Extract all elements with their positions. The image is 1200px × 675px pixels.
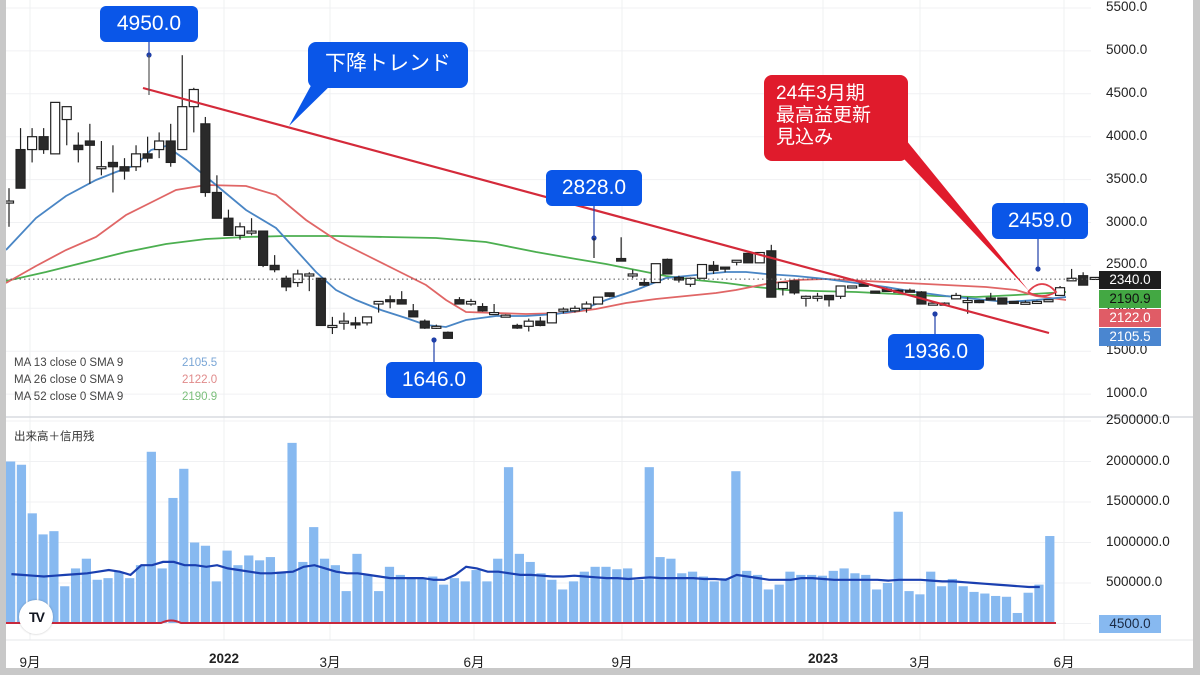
time-tick-label: 6月 [1053, 655, 1075, 668]
legend-ma52[interactable]: MA 52 close 0 SMA 9 2190.9 [14, 389, 217, 406]
moving-average-lines [6, 145, 1067, 328]
time-tick-label: 9月 [611, 655, 633, 668]
callout-2828[interactable]: 2828.0 [546, 170, 642, 206]
price-tick-label: 5500.0 [1106, 0, 1148, 14]
volume-pane-title: 出来高＋信用残 [14, 431, 95, 443]
forecast-line-3: 見込み [776, 127, 834, 148]
ma52-price-tag: 2190.9 [1099, 290, 1161, 308]
legend-ma26[interactable]: MA 26 close 0 SMA 9 2122.0 [14, 372, 217, 389]
price-tick-label: 4500.0 [1106, 84, 1148, 100]
legend-ma26-label: MA 26 close 0 SMA 9 [14, 374, 124, 386]
volume-tick-label: 2000000.0 [1106, 452, 1170, 468]
ma26-price-tag: 2122.0 [1099, 309, 1161, 327]
legend-ma52-value: 2190.9 [182, 391, 218, 403]
chart-canvas[interactable] [6, 0, 1193, 668]
price-tick-label: 4000.0 [1106, 127, 1148, 143]
ma-legend: MA 13 close 0 SMA 9 2105.5 MA 26 close 0… [14, 355, 217, 406]
price-tick-label: 2500.0 [1106, 256, 1148, 272]
volume-tick-label: 2500000.0 [1106, 412, 1170, 427]
forecast-line-2: 最高益更新 [776, 105, 872, 126]
volume-tick-label: 500000.0 [1106, 574, 1163, 589]
time-tick-label: 6月 [463, 655, 485, 668]
time-tick-label: 2023 [807, 651, 839, 666]
chart-frame: 5500.0 5000.0 4500.0 4000.0 3500.0 3000.0 2500… [6, 0, 1193, 668]
callout-high-4950[interactable]: 4950.0 [100, 6, 198, 42]
legend-ma13-label: MA 13 close 0 SMA 9 [14, 357, 124, 369]
legend-ma13-value: 2105.5 [182, 357, 218, 369]
volume-tick-label: 1000000.0 [1106, 533, 1170, 549]
callout-downtrend[interactable]: 下降トレンド [308, 42, 468, 88]
margin-balance-tag: 4500.0 [1099, 615, 1161, 633]
time-tick-label: 3月 [319, 655, 341, 668]
price-tick-label: 5000.0 [1106, 41, 1148, 57]
callout-1936[interactable]: 1936.0 [888, 334, 984, 370]
legend-ma26-value: 2122.0 [182, 374, 218, 386]
price-tick-label: 3500.0 [1106, 170, 1148, 186]
callout-2459[interactable]: 2459.0 [992, 203, 1088, 239]
ma13-price-tag: 2105.5 [1099, 328, 1161, 346]
last-price-tag: 2340.0 [1099, 271, 1161, 289]
candlesticks [6, 55, 1100, 339]
time-tick-label: 3月 [909, 655, 931, 668]
volume-bars [6, 442, 1056, 624]
price-tick-label: 1000.0 [1106, 385, 1148, 401]
legend-ma13[interactable]: MA 13 close 0 SMA 9 2105.5 [14, 355, 217, 372]
annotation-drawings [6, 42, 1096, 362]
callout-forecast[interactable]: 24年3月期 最高益更新 見込み [764, 75, 908, 161]
price-tick-label: 3000.0 [1106, 213, 1148, 229]
tradingview-logo[interactable]: TV [19, 600, 53, 634]
time-tick-label: 2022 [208, 651, 240, 666]
forecast-line-1: 24年3月期 [776, 83, 865, 104]
volume-tick-label: 1500000.0 [1106, 493, 1170, 508]
legend-ma52-label: MA 52 close 0 SMA 9 [14, 391, 124, 403]
time-tick-label: 9月 [19, 655, 41, 668]
callout-low-1646[interactable]: 1646.0 [386, 362, 482, 398]
